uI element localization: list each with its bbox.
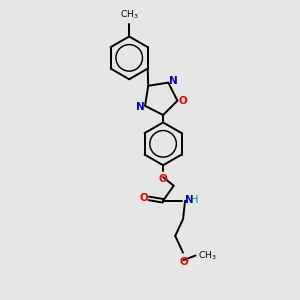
Text: O: O (140, 194, 148, 203)
Text: CH$_3$: CH$_3$ (120, 8, 139, 21)
Text: O: O (159, 175, 167, 184)
Text: O: O (178, 96, 187, 106)
Text: N: N (136, 102, 145, 112)
Text: CH$_3$: CH$_3$ (198, 249, 217, 262)
Text: H: H (191, 195, 198, 205)
Text: N: N (185, 195, 194, 205)
Text: N: N (169, 76, 177, 86)
Text: O: O (179, 257, 188, 267)
